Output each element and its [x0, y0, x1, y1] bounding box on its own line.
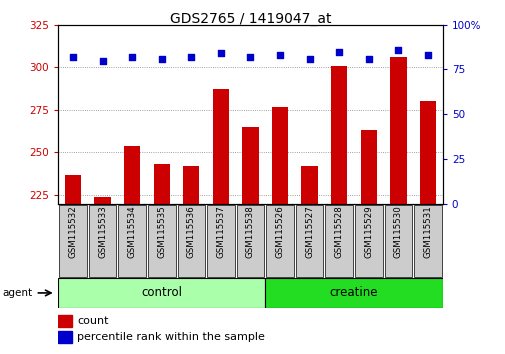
Text: GSM115529: GSM115529 — [364, 205, 373, 258]
Bar — [265, 278, 442, 308]
Text: percentile rank within the sample: percentile rank within the sample — [77, 332, 265, 342]
Point — [275, 52, 283, 58]
Point — [305, 56, 313, 62]
Text: GSM115526: GSM115526 — [275, 205, 284, 258]
Text: GSM115527: GSM115527 — [305, 205, 314, 258]
Text: GSM115534: GSM115534 — [127, 205, 136, 258]
Text: GSM115530: GSM115530 — [393, 205, 402, 258]
Text: GSM115531: GSM115531 — [423, 205, 432, 258]
Point — [334, 49, 342, 55]
Point — [364, 56, 372, 62]
Point — [393, 47, 401, 53]
Bar — [58, 315, 72, 327]
Text: GSM115533: GSM115533 — [98, 205, 107, 258]
Bar — [94, 197, 111, 354]
Point — [423, 52, 431, 58]
Bar — [124, 145, 140, 354]
Point — [158, 56, 166, 62]
Point — [187, 54, 195, 60]
Text: agent: agent — [3, 288, 33, 298]
Bar — [242, 127, 258, 354]
Bar — [360, 130, 376, 354]
Bar — [419, 101, 435, 354]
Text: control: control — [141, 286, 182, 299]
Text: GSM115536: GSM115536 — [186, 205, 195, 258]
Bar — [65, 175, 81, 354]
Bar — [389, 57, 406, 354]
Bar — [271, 107, 288, 354]
Text: GSM115532: GSM115532 — [68, 205, 77, 258]
Text: GSM115528: GSM115528 — [334, 205, 343, 258]
Bar — [58, 331, 72, 343]
Bar — [154, 164, 170, 354]
Text: GDS2765 / 1419047_at: GDS2765 / 1419047_at — [169, 12, 331, 27]
Point — [128, 54, 136, 60]
Bar — [183, 166, 199, 354]
Point — [246, 54, 254, 60]
Text: GSM115537: GSM115537 — [216, 205, 225, 258]
Point — [217, 51, 225, 56]
Bar — [301, 166, 317, 354]
Text: GSM115538: GSM115538 — [245, 205, 255, 258]
Bar — [58, 278, 265, 308]
Text: creatine: creatine — [329, 286, 378, 299]
Text: count: count — [77, 316, 109, 326]
Bar — [330, 65, 346, 354]
Point — [69, 54, 77, 60]
Bar — [212, 90, 229, 354]
Text: GSM115535: GSM115535 — [157, 205, 166, 258]
Point — [98, 58, 107, 63]
